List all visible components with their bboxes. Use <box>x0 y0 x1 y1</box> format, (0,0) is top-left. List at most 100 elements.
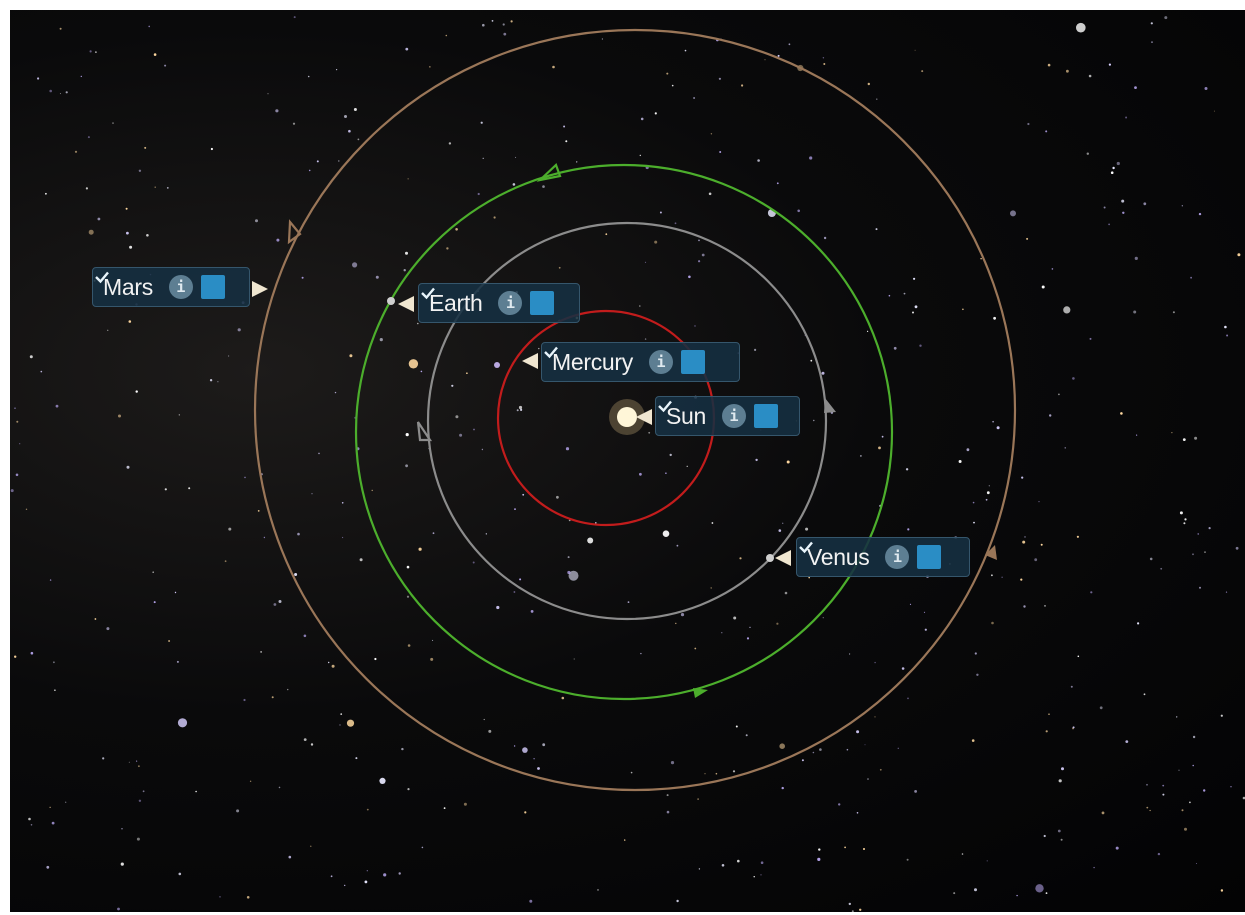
star <box>823 57 824 58</box>
checkmark <box>93 268 111 286</box>
star <box>340 713 342 715</box>
star <box>533 758 534 759</box>
star <box>143 790 145 792</box>
star <box>154 53 157 56</box>
star <box>640 155 641 156</box>
star <box>342 537 343 538</box>
visibility-checkbox[interactable] <box>530 291 554 315</box>
star <box>107 330 108 331</box>
star <box>746 734 748 736</box>
pointer <box>522 353 538 369</box>
star <box>144 147 146 149</box>
star <box>907 698 909 700</box>
star <box>1182 205 1183 206</box>
star <box>919 345 921 347</box>
star <box>1192 765 1194 767</box>
star <box>483 158 484 159</box>
star <box>1061 839 1063 841</box>
star <box>455 415 458 418</box>
star <box>904 293 906 295</box>
star <box>210 379 212 381</box>
star <box>1100 706 1103 709</box>
star <box>494 216 496 218</box>
star <box>818 848 820 850</box>
visibility-checkbox[interactable] <box>681 350 705 374</box>
object-name[interactable]: Earth <box>429 290 482 317</box>
visibility-checkbox[interactable] <box>201 275 225 299</box>
star <box>991 622 994 625</box>
star <box>719 151 721 153</box>
star <box>152 571 154 573</box>
info-button[interactable]: i <box>498 291 522 315</box>
star <box>331 875 333 877</box>
star <box>997 426 1000 429</box>
star <box>342 502 344 504</box>
star <box>1065 447 1066 448</box>
star <box>1016 895 1017 896</box>
star <box>503 33 506 36</box>
star <box>562 697 565 700</box>
star <box>639 473 642 476</box>
star <box>294 16 296 18</box>
star <box>1183 522 1185 524</box>
star <box>482 449 483 450</box>
star <box>782 523 783 524</box>
visibility-checkbox[interactable] <box>754 404 778 428</box>
star <box>451 385 453 387</box>
star <box>849 903 851 905</box>
star <box>16 421 18 423</box>
star <box>515 157 516 158</box>
star <box>513 183 516 186</box>
star <box>503 23 505 25</box>
visibility-checkbox[interactable] <box>917 545 941 569</box>
star <box>1151 22 1153 24</box>
star <box>865 744 866 745</box>
star <box>60 28 62 30</box>
star <box>1046 730 1048 732</box>
star <box>1090 591 1092 593</box>
object-name[interactable]: Mercury <box>552 349 633 376</box>
star <box>889 295 891 297</box>
star <box>376 276 379 279</box>
info-button[interactable]: i <box>649 350 673 374</box>
object-label: Suni <box>655 396 800 436</box>
orbit-arrow <box>693 688 708 698</box>
star <box>822 372 825 375</box>
star <box>250 781 251 782</box>
star <box>1035 884 1043 892</box>
star <box>311 743 313 745</box>
star <box>318 453 320 455</box>
star <box>293 123 295 125</box>
star <box>1117 162 1120 165</box>
star <box>1214 111 1215 112</box>
star <box>255 219 258 222</box>
star <box>1136 435 1137 436</box>
star <box>567 571 570 574</box>
orbit-canvas <box>10 10 1245 912</box>
star <box>1034 558 1037 561</box>
star <box>675 623 676 624</box>
object-name[interactable]: Venus <box>807 544 869 571</box>
sun <box>617 407 637 427</box>
info-button[interactable]: i <box>885 545 909 569</box>
star <box>422 847 424 849</box>
star <box>129 762 130 763</box>
star <box>693 97 695 99</box>
star <box>1111 171 1114 174</box>
pointer <box>398 296 414 312</box>
star <box>776 623 778 625</box>
star <box>14 656 16 658</box>
star <box>168 640 170 642</box>
star <box>348 130 351 133</box>
star <box>126 208 128 210</box>
info-button[interactable]: i <box>722 404 746 428</box>
star <box>344 115 347 118</box>
star <box>514 508 516 510</box>
star <box>14 408 15 409</box>
star <box>809 156 812 159</box>
info-button[interactable]: i <box>169 275 193 299</box>
star <box>1137 622 1139 624</box>
star <box>81 76 82 77</box>
star <box>53 661 55 663</box>
star <box>1024 536 1026 538</box>
